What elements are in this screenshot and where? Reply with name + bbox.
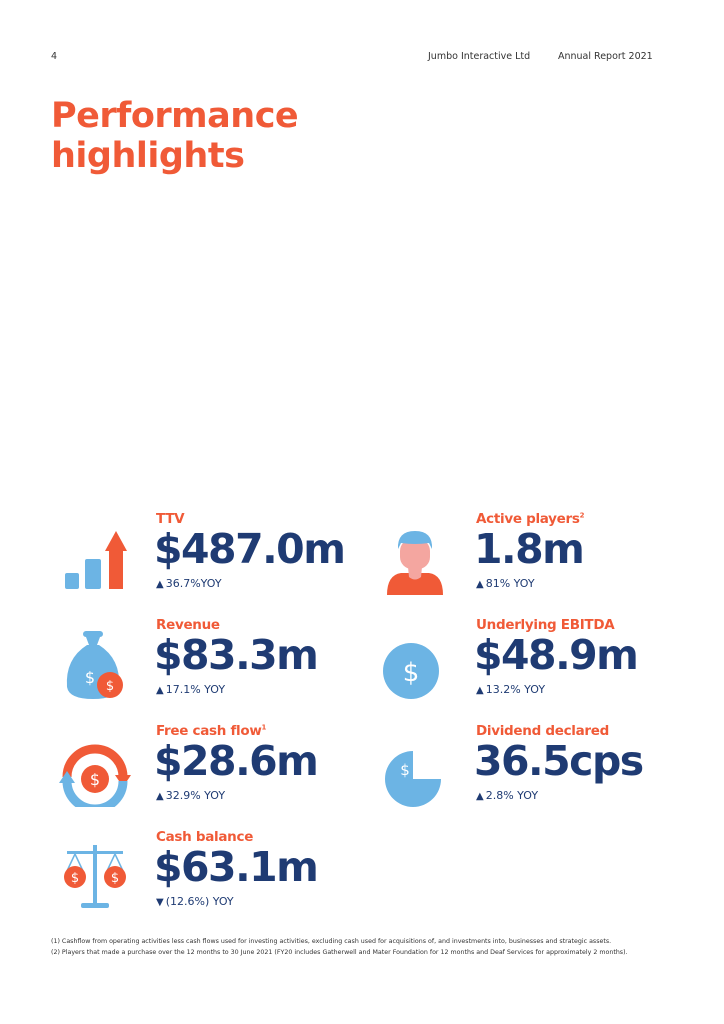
metric-change: ▲ 32.9% YOY [156,789,226,802]
metric-cash-balance: $ $ Cash balance $63.1m ▼ (12.6%) YOY [55,829,355,919]
footnotes: (1) Cashflow from operating activities l… [51,936,681,958]
metric-value: $48.9m [474,631,639,679]
title-line-2: highlights [51,136,245,176]
person-icon [375,525,455,595]
up-arrow-icon: ▲ [156,791,164,802]
metric-label: Revenue [156,617,220,633]
metric-label: Free cash flow1 [156,723,267,739]
metric-value: $83.3m [154,631,319,679]
metric-change: ▲ 81% YOY [476,577,535,590]
svg-text:$: $ [111,871,119,886]
money-bag-icon: $ $ [55,631,135,701]
bar-chart-arrow-icon [55,525,135,595]
balance-scale-icon: $ $ [55,843,135,913]
metric-value: $63.1m [154,843,319,891]
metric-change: ▲ 13.2% YOY [476,683,546,696]
company-name: Jumbo Interactive Ltd [428,51,531,62]
metric-value: $28.6m [154,737,319,785]
footnote-ref: 1 [261,723,267,732]
page-number: 4 [51,51,58,62]
up-arrow-icon: ▲ [476,579,484,590]
page-title: Performance highlights [51,96,299,176]
metric-value: 1.8m [474,525,585,573]
up-arrow-icon: ▲ [476,791,484,802]
svg-text:$: $ [400,761,410,779]
metric-free-cash-flow: $ Free cash flow1 $28.6m ▲ 32.9% YOY [55,723,355,813]
metric-dividend-declared: $ Dividend declared 36.5cps ▲ 2.8% YOY [375,723,675,813]
down-arrow-icon: ▼ [156,897,164,908]
metric-value: 36.5cps [474,737,644,785]
svg-text:$: $ [90,770,100,789]
footnote-1: (1) Cashflow from operating activities l… [51,938,612,945]
metric-change: ▲ 36.7%YOY [156,577,222,590]
up-arrow-icon: ▲ [156,579,164,590]
metric-change: ▼ (12.6%) YOY [156,895,234,908]
report-name: Annual Report 2021 [558,51,653,62]
footnote-ref: 2 [579,511,585,520]
svg-text:$: $ [71,871,79,886]
svg-text:$: $ [106,679,114,694]
metric-label: Underlying EBITDA [476,617,615,633]
metric-change: ▲ 2.8% YOY [476,789,539,802]
metric-label: Dividend declared [476,723,609,739]
up-arrow-icon: ▲ [156,685,164,696]
metric-label: Cash balance [156,829,254,845]
page-header: 4 Jumbo Interactive Ltd Annual Report 20… [0,51,724,65]
metric-label: TTV [156,511,185,527]
title-line-1: Performance [51,96,299,136]
metric-value: $487.0m [154,525,346,573]
metric-change: ▲ 17.1% YOY [156,683,226,696]
metric-ttv: TTV $487.0m ▲ 36.7%YOY [55,511,355,601]
svg-text:$: $ [85,668,95,687]
metric-label: Active players2 [476,511,585,527]
footnote-2: (2) Players that made a purchase over th… [51,949,628,956]
dollar-coin-icon: $ [375,631,455,701]
metric-revenue: $ $ Revenue $83.3m ▲ 17.1% YOY [55,617,355,707]
up-arrow-icon: ▲ [476,685,484,696]
metric-underlying-ebitda: $ Underlying EBITDA $48.9m ▲ 13.2% YOY [375,617,675,707]
pie-dollar-icon: $ [375,737,455,807]
metric-active-players: Active players2 1.8m ▲ 81% YOY [375,511,675,601]
svg-text:$: $ [403,658,420,688]
cash-cycle-icon: $ [55,737,135,807]
